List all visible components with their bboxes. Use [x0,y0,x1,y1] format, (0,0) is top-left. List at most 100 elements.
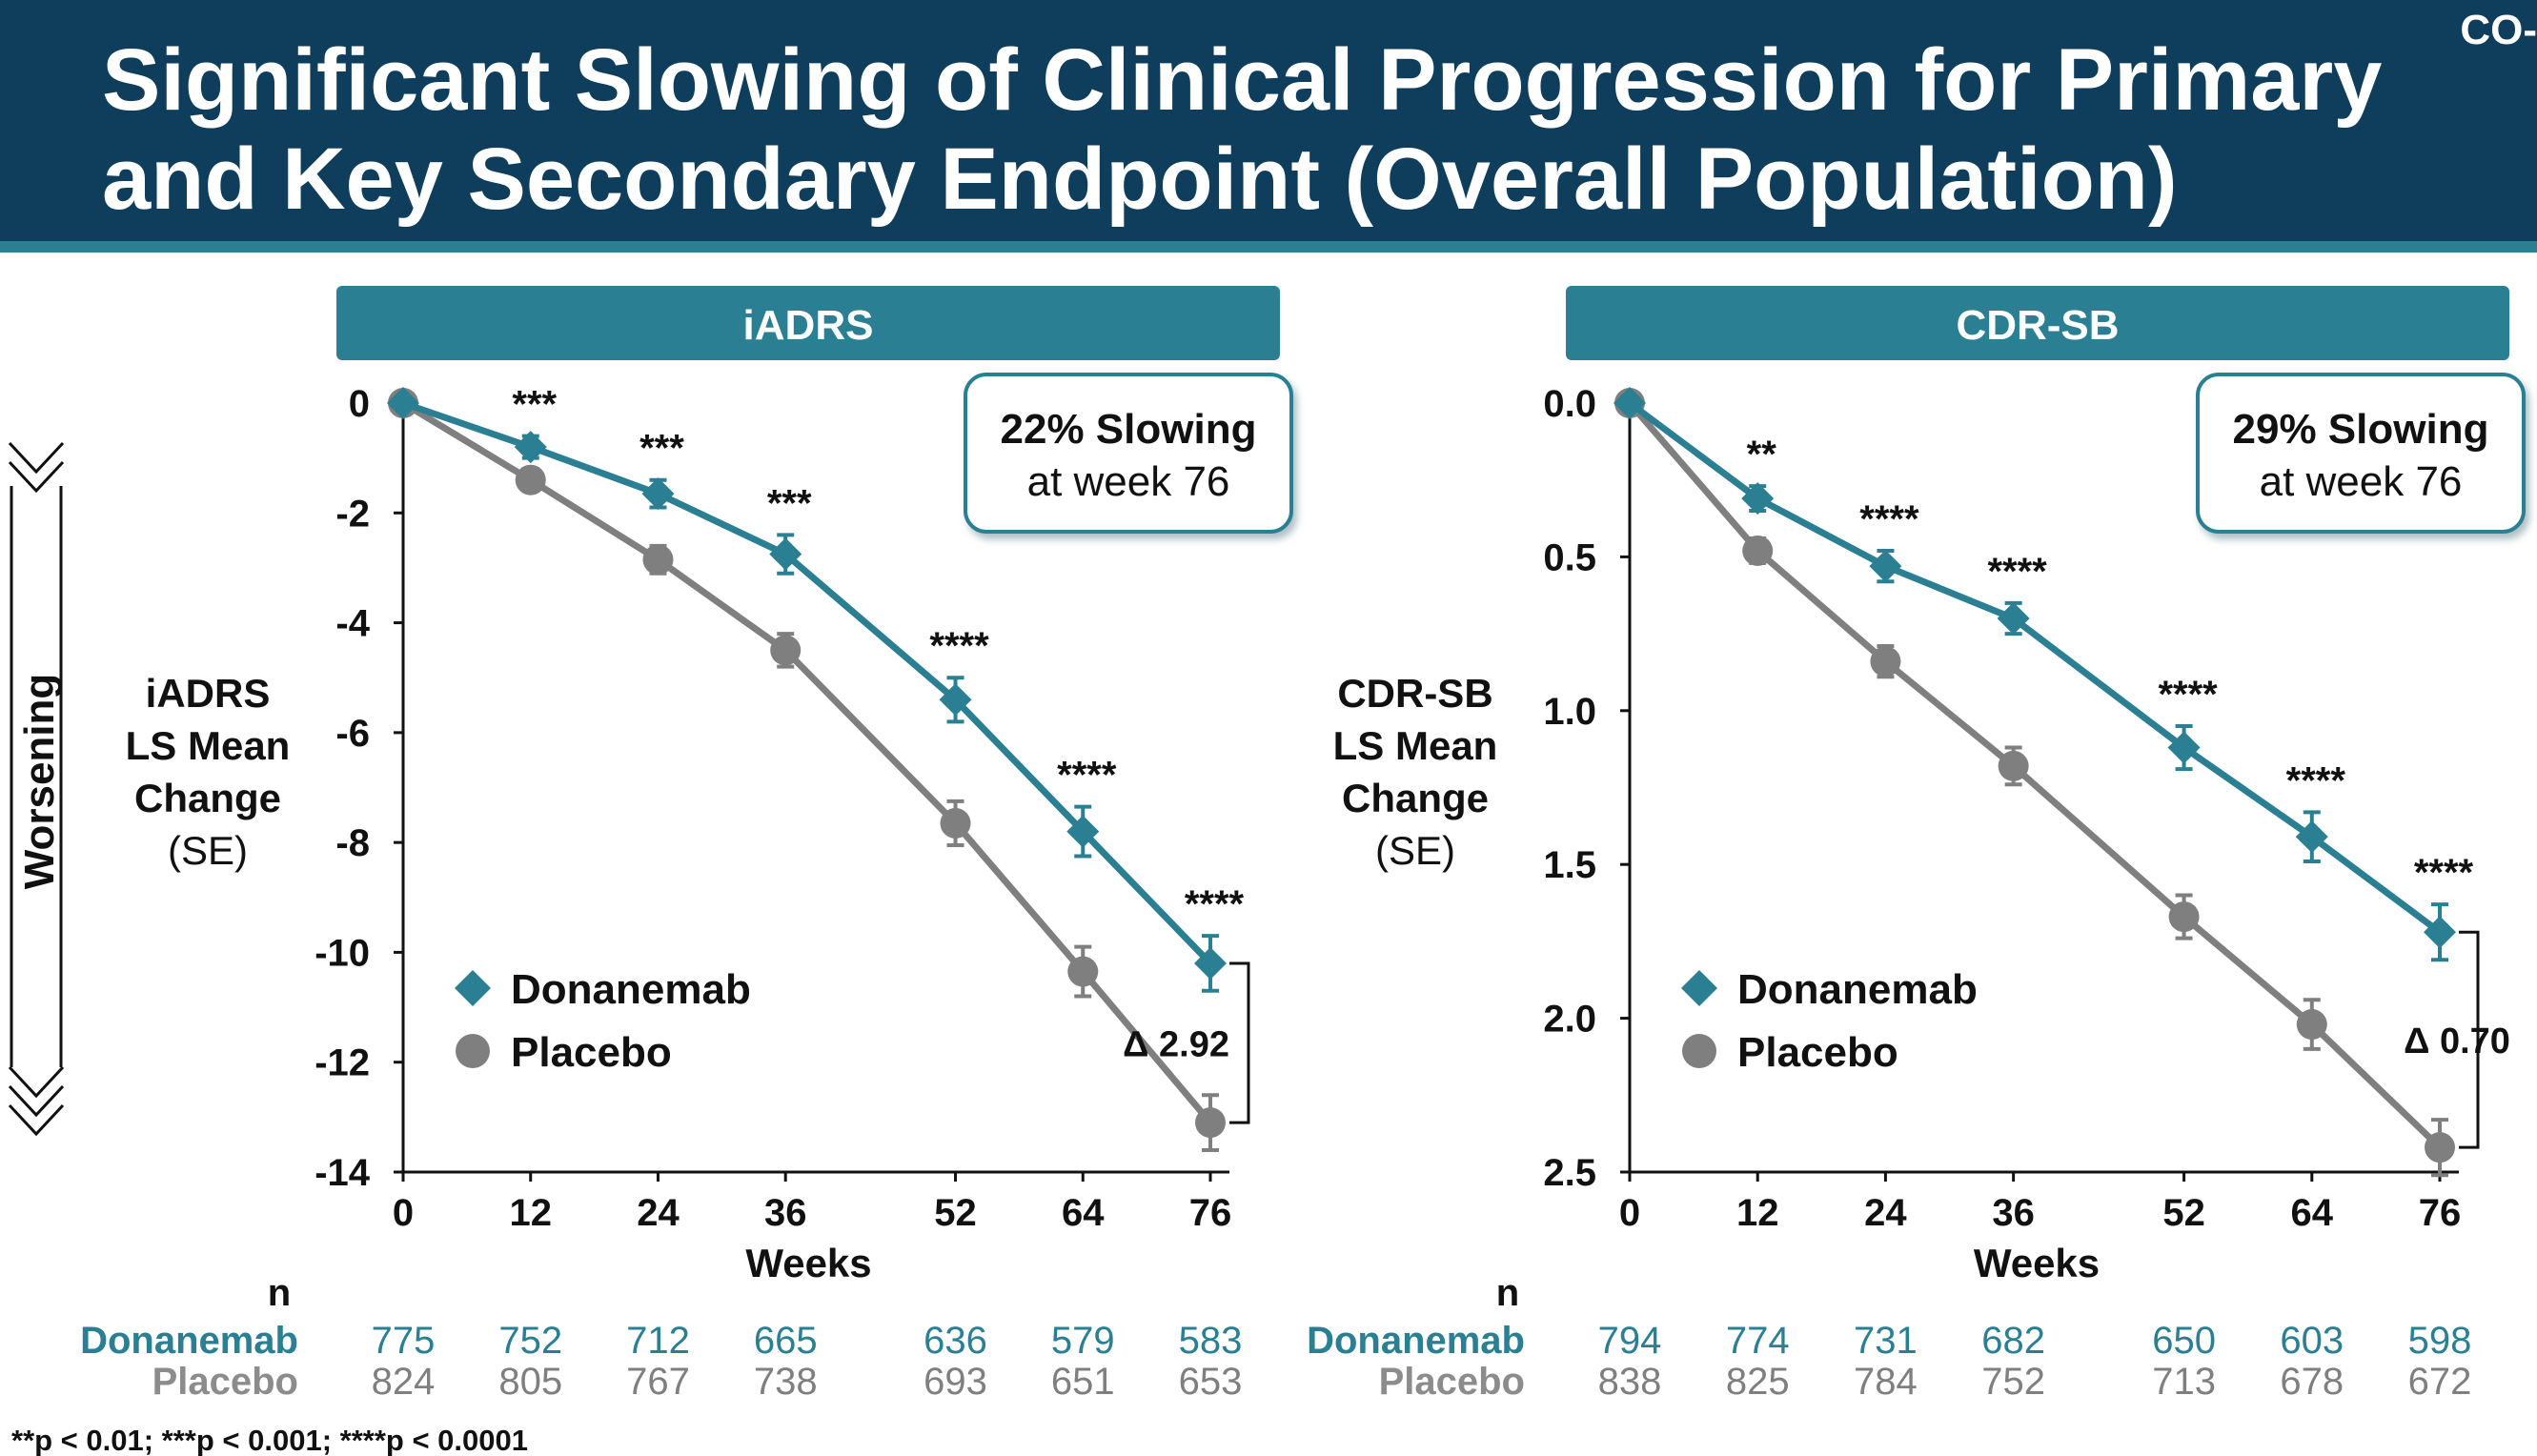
x-tick-label: 0 [393,1192,414,1234]
n-table-cell: 653 [1179,1361,1243,1403]
data-point-donanemab [1741,482,1775,516]
data-point-donanemab [2424,916,2456,949]
slide-corner-tag: CO- [2460,7,2537,53]
title-banner: Significant Slowing of Clinical Progress… [0,0,2537,253]
data-point-donanemab [2295,820,2328,854]
iadrs-panel: iADRS 0 -2 -4 -6 -8 -10 -12 -14 0 12 24 36 52 64 76 Week… [80,286,1293,1403]
delta-bracket [1229,961,1250,1124]
n-table-header: n [268,1272,291,1314]
x-tick-label: 24 [1864,1192,1907,1234]
callout-line-1: 29% Slowing [2233,406,2489,453]
n-table-cell: 583 [1179,1320,1243,1362]
data-point-donanemab [1997,601,2030,635]
n-table-cell: 805 [498,1361,562,1403]
cdrsb-panel: CDR-SB 0.0 0.5 1.0 1.5 2.0 2.5 0 12 24 36 52 64 76 Wee… [1307,286,2526,1403]
y-tick-label: 1.5 [1543,844,1596,886]
callout-line-2: at week 76 [1027,458,1230,505]
significance-marker: **** [2158,674,2218,716]
callout-box [2196,373,2526,534]
data-point-donanemab [387,387,419,419]
legend-label-donanemab: Donanemab [511,966,751,1013]
n-table-row-label: Placebo [1379,1361,1525,1403]
n-table-cell: 651 [1051,1361,1115,1403]
y-tick-label: 0.0 [1543,383,1596,425]
n-table-cell: 752 [498,1320,562,1362]
panel-heading-bar [336,286,1280,360]
n-table-cell: 794 [1598,1320,1662,1362]
significance-marker: ** [1747,434,1777,475]
x-tick-label: 76 [2419,1192,2462,1234]
data-point-placebo [1742,535,1774,566]
data-point-placebo [770,635,802,666]
x-tick-label: 36 [764,1192,807,1234]
panel-heading-label: CDR-SB [1956,302,2119,349]
y-tick-label: 2.5 [1543,1152,1596,1194]
significance-marker: **** [1987,551,2047,593]
y-tick-label: -10 [315,932,370,974]
data-point-placebo [940,807,971,839]
x-axis-label: Weeks [1974,1241,2100,1285]
legend-swatch-donanemab [1681,970,1717,1006]
data-point-placebo [515,464,546,495]
n-table-cell: 774 [1726,1320,1790,1362]
n-table-cell: 713 [2152,1361,2216,1403]
y-axis-label-line: (SE) [1375,828,1455,873]
n-table-cell: 712 [626,1320,690,1362]
data-point-donanemab [939,683,972,717]
callout-line-1: 22% Slowing [1001,406,1257,453]
y-tick-label: 2.0 [1543,999,1596,1041]
n-table-row-label: Donanemab [80,1320,298,1362]
data-point-placebo [1870,646,1901,677]
legend-label-donanemab: Donanemab [1737,966,1978,1013]
n-table-cell: 598 [2408,1320,2472,1362]
y-axis-label-line: LS Mean [126,723,291,768]
y-tick-label: 0 [349,383,370,425]
x-tick-label: 64 [1062,1192,1105,1234]
legend-swatch-placebo [1682,1034,1716,1068]
significance-marker: **** [2414,852,2474,894]
n-table-cell: 678 [2280,1361,2344,1403]
y-axis-label-line: iADRS [146,671,271,716]
n-table-cell: 693 [923,1361,987,1403]
significance-marker: **** [2286,759,2346,801]
legend-label-placebo: Placebo [1737,1029,1898,1076]
n-table-header: n [1496,1272,1519,1314]
data-point-donanemab [769,537,802,571]
delta-bracket [2459,930,2480,1149]
legend-swatch-donanemab [455,970,491,1006]
x-tick-label: 52 [934,1192,977,1234]
callout-box [964,373,1293,534]
x-tick-label: 76 [1189,1192,1232,1234]
data-point-donanemab [514,431,547,464]
x-tick-label: 36 [1992,1192,2035,1234]
n-table-cell: 650 [2152,1320,2216,1362]
y-axis-label-line: CDR-SB [1337,671,1492,716]
n-table-cell: 738 [754,1361,818,1403]
n-table-cell: 636 [923,1320,987,1362]
x-axis-label: Weeks [745,1241,871,1285]
n-table-cell: 784 [1854,1361,1918,1403]
x-tick-label: 12 [509,1192,552,1234]
y-tick-label: -2 [335,493,370,535]
data-point-placebo [2296,1009,2327,1041]
x-tick-label: 12 [1736,1192,1779,1234]
n-table-cell: 665 [754,1320,818,1362]
n-table-cell: 838 [1598,1361,1662,1403]
n-table-cell: 775 [372,1320,436,1362]
significance-marker: *** [767,482,812,524]
y-tick-label: 0.5 [1543,536,1596,578]
significance-marker: *** [512,384,557,426]
y-tick-label: -14 [315,1152,371,1194]
y-tick-label: 1.0 [1543,691,1596,733]
data-point-donanemab [641,477,675,511]
n-table-cell: 682 [1981,1320,2045,1362]
legend-swatch-placebo [456,1034,490,1068]
y-axis-label-line: Change [134,776,281,820]
slide-title-line-1: Significant Slowing of Clinical Progress… [102,31,2383,129]
data-point-donanemab [1066,815,1100,848]
x-tick-label: 64 [2291,1192,2334,1234]
slide-title-line-2: and Key Secondary Endpoint (Overall Popu… [102,131,2178,228]
data-point-donanemab [1869,550,1902,583]
data-point-donanemab [2167,731,2201,764]
